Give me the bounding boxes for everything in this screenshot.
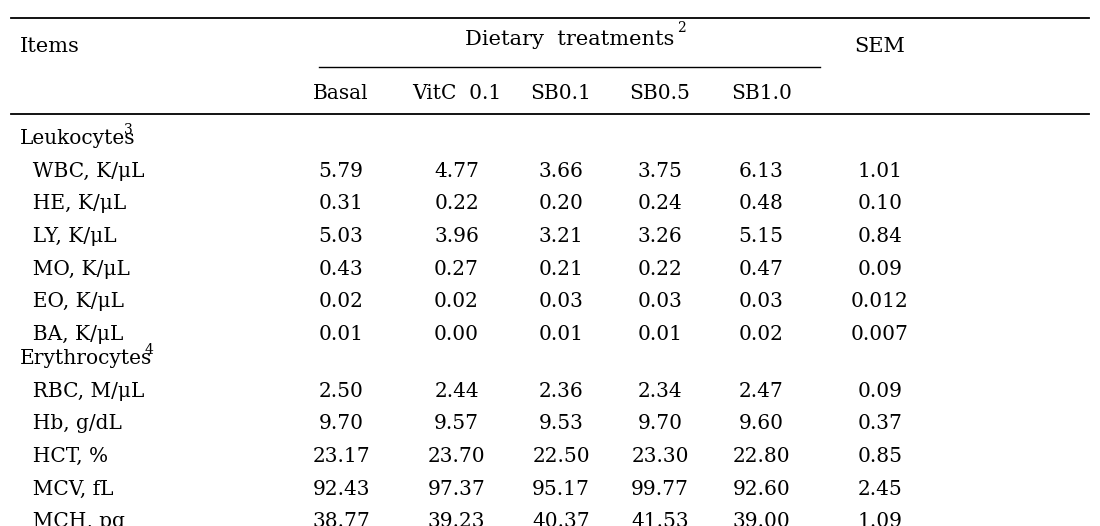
Text: 2.50: 2.50 xyxy=(319,382,363,401)
Text: 1.01: 1.01 xyxy=(858,161,902,181)
Text: 0.09: 0.09 xyxy=(858,259,902,279)
Text: HE, K/μL: HE, K/μL xyxy=(20,194,126,214)
Text: 0.03: 0.03 xyxy=(638,292,682,311)
Text: 4: 4 xyxy=(144,343,153,357)
Text: 2.45: 2.45 xyxy=(858,480,902,499)
Text: 0.47: 0.47 xyxy=(739,259,783,279)
Text: Basal: Basal xyxy=(314,84,369,103)
Text: 9.53: 9.53 xyxy=(539,414,583,433)
Text: 3.96: 3.96 xyxy=(434,227,478,246)
Text: 0.43: 0.43 xyxy=(319,259,363,279)
Text: 0.27: 0.27 xyxy=(434,259,478,279)
Text: HCT, %: HCT, % xyxy=(20,447,108,466)
Text: 0.31: 0.31 xyxy=(319,194,363,214)
Text: 40.37: 40.37 xyxy=(532,512,590,526)
Text: MCH, pg: MCH, pg xyxy=(20,512,124,526)
Text: Dietary  treatments: Dietary treatments xyxy=(464,30,674,49)
Text: 2.36: 2.36 xyxy=(539,382,583,401)
Text: WBC, K/μL: WBC, K/μL xyxy=(20,161,144,181)
Text: Leukocytes: Leukocytes xyxy=(20,129,135,148)
Text: RBC, M/μL: RBC, M/μL xyxy=(20,382,144,401)
Text: 0.01: 0.01 xyxy=(638,325,682,344)
Text: 0.21: 0.21 xyxy=(539,259,583,279)
Text: 23.70: 23.70 xyxy=(428,447,485,466)
Text: 5.15: 5.15 xyxy=(739,227,783,246)
Text: SB0.1: SB0.1 xyxy=(530,84,592,103)
Text: 9.60: 9.60 xyxy=(739,414,783,433)
Text: 0.24: 0.24 xyxy=(638,194,682,214)
Text: 97.37: 97.37 xyxy=(428,480,485,499)
Text: 3: 3 xyxy=(124,123,133,137)
Text: 6.13: 6.13 xyxy=(739,161,783,181)
Text: 0.10: 0.10 xyxy=(858,194,902,214)
Text: 5.79: 5.79 xyxy=(319,161,363,181)
Text: 0.03: 0.03 xyxy=(539,292,583,311)
Text: 0.03: 0.03 xyxy=(739,292,783,311)
Text: SB1.0: SB1.0 xyxy=(730,84,792,103)
Text: 0.01: 0.01 xyxy=(319,325,363,344)
Text: 22.50: 22.50 xyxy=(532,447,590,466)
Text: 2.44: 2.44 xyxy=(434,382,478,401)
Text: 0.02: 0.02 xyxy=(319,292,363,311)
Text: BA, K/μL: BA, K/μL xyxy=(20,325,123,344)
Text: 0.85: 0.85 xyxy=(858,447,902,466)
Text: 0.37: 0.37 xyxy=(858,414,902,433)
Text: 1.09: 1.09 xyxy=(858,512,902,526)
Text: 22.80: 22.80 xyxy=(733,447,790,466)
Text: 0.007: 0.007 xyxy=(851,325,909,344)
Text: 0.48: 0.48 xyxy=(739,194,783,214)
Text: Hb, g/dL: Hb, g/dL xyxy=(20,414,122,433)
Text: 3.75: 3.75 xyxy=(638,161,682,181)
Text: 0.22: 0.22 xyxy=(638,259,682,279)
Text: SEM: SEM xyxy=(855,36,905,56)
Text: 92.43: 92.43 xyxy=(312,480,370,499)
Text: 3.26: 3.26 xyxy=(638,227,682,246)
Text: 0.02: 0.02 xyxy=(434,292,478,311)
Text: 38.77: 38.77 xyxy=(312,512,370,526)
Text: VitC  0.1: VitC 0.1 xyxy=(411,84,502,103)
Text: 23.17: 23.17 xyxy=(312,447,370,466)
Text: 39.23: 39.23 xyxy=(428,512,485,526)
Text: Erythrocytes: Erythrocytes xyxy=(20,349,152,368)
Text: 9.70: 9.70 xyxy=(638,414,682,433)
Text: 95.17: 95.17 xyxy=(532,480,590,499)
Text: SB0.5: SB0.5 xyxy=(629,84,691,103)
Text: 9.70: 9.70 xyxy=(319,414,363,433)
Text: 0.012: 0.012 xyxy=(851,292,909,311)
Text: 2.47: 2.47 xyxy=(739,382,783,401)
Text: 5.03: 5.03 xyxy=(319,227,363,246)
Text: 3.66: 3.66 xyxy=(539,161,583,181)
Text: 0.01: 0.01 xyxy=(539,325,583,344)
Text: 0.09: 0.09 xyxy=(858,382,902,401)
Text: 92.60: 92.60 xyxy=(733,480,790,499)
Text: EO, K/μL: EO, K/μL xyxy=(20,292,124,311)
Text: LY, K/μL: LY, K/μL xyxy=(20,227,117,246)
Text: MCV, fL: MCV, fL xyxy=(20,480,113,499)
Text: 0.00: 0.00 xyxy=(434,325,478,344)
Text: 0.84: 0.84 xyxy=(858,227,902,246)
Text: 2: 2 xyxy=(676,21,685,35)
Text: 3.21: 3.21 xyxy=(539,227,583,246)
Text: 41.53: 41.53 xyxy=(631,512,689,526)
Text: 23.30: 23.30 xyxy=(631,447,689,466)
Text: 2.34: 2.34 xyxy=(638,382,682,401)
Text: Items: Items xyxy=(20,36,79,56)
Text: 9.57: 9.57 xyxy=(434,414,478,433)
Text: 4.77: 4.77 xyxy=(434,161,478,181)
Text: 39.00: 39.00 xyxy=(733,512,790,526)
Text: 99.77: 99.77 xyxy=(631,480,689,499)
Text: 0.20: 0.20 xyxy=(539,194,583,214)
Text: 0.02: 0.02 xyxy=(739,325,783,344)
Text: 0.22: 0.22 xyxy=(434,194,478,214)
Text: MO, K/μL: MO, K/μL xyxy=(20,259,130,279)
